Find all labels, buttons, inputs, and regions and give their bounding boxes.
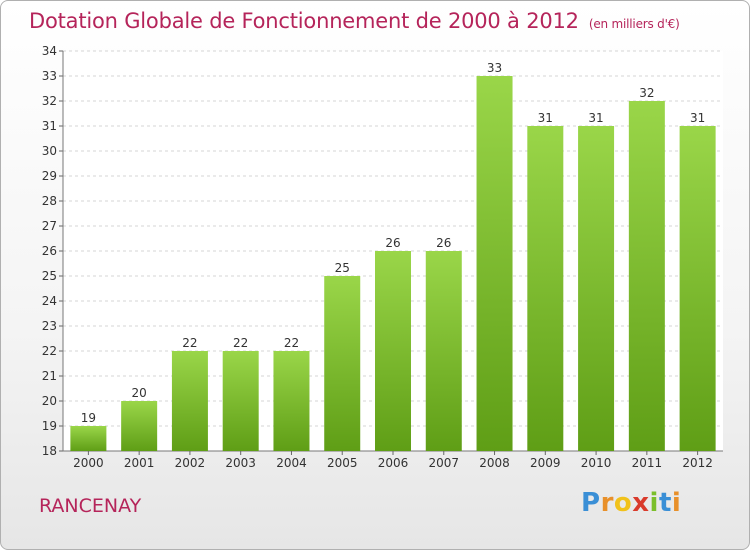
logo-letter: x [632,488,650,518]
bar-value-label: 20 [132,386,147,400]
bar [70,426,107,451]
bar-value-label: 22 [233,336,248,350]
x-tick-label: 2004 [276,456,307,470]
proxiti-logo: Proxiti [581,488,681,518]
x-tick-label: 2009 [530,456,561,470]
logo-letter: i [671,488,682,518]
bar [578,126,615,451]
y-tick-label: 26 [42,244,57,258]
x-tick-label: 2008 [479,456,510,470]
y-tick-label: 31 [42,119,57,133]
bar-value-label: 32 [639,86,654,100]
y-tick-label: 19 [42,419,57,433]
y-tick-label: 28 [42,194,57,208]
x-tick-label: 2010 [581,456,612,470]
logo-letter: P [581,488,601,518]
chart-title-text: Dotation Globale de Fonctionnement de 20… [29,9,579,33]
x-tick-label: 2012 [682,456,713,470]
x-tick-label: 2001 [124,456,155,470]
bar [121,401,158,451]
bar-value-label: 31 [538,111,553,125]
y-tick-label: 25 [42,269,57,283]
commune-name: RANCENAY [39,495,142,517]
y-tick-label: 34 [42,44,57,58]
bar-value-label: 33 [487,61,502,75]
x-tick-label: 2007 [428,456,459,470]
bar [679,126,716,451]
chart-title: Dotation Globale de Fonctionnement de 20… [29,9,680,33]
chart-subtitle: (en milliers d'€) [588,17,680,31]
x-tick-label: 2005 [327,456,358,470]
y-tick-label: 21 [42,369,57,383]
y-tick-label: 20 [42,394,57,408]
x-tick-label: 2000 [73,456,104,470]
y-tick-label: 27 [42,219,57,233]
bar [375,251,411,451]
logo-letter: o [613,488,633,518]
y-tick-label: 32 [42,94,57,108]
bar [222,351,259,451]
y-tick-label: 18 [42,444,57,458]
logo-letter: t [658,488,672,518]
bar-value-label: 19 [81,411,96,425]
x-tick-label: 2002 [175,456,206,470]
bar [425,251,462,451]
y-tick-label: 24 [42,294,57,308]
bar-value-label: 26 [385,236,400,250]
bar [324,276,361,451]
bar [273,351,310,451]
y-tick-label: 29 [42,169,57,183]
bar [171,351,208,451]
y-tick-label: 22 [42,344,57,358]
logo-letter: i [649,488,659,518]
bar [628,101,665,451]
bar-value-label: 22 [284,336,299,350]
bar-value-label: 31 [690,111,705,125]
bar-value-label: 22 [182,336,197,350]
bar-value-label: 26 [436,236,451,250]
x-tick-label: 2003 [225,456,256,470]
x-tick-label: 2006 [378,456,409,470]
y-tick-label: 30 [42,144,57,158]
y-tick-label: 23 [42,319,57,333]
logo-letter: r [600,488,614,518]
bar [476,76,513,451]
y-tick-label: 33 [42,69,57,83]
bar-value-label: 31 [588,111,603,125]
bar-value-label: 25 [335,261,350,275]
x-tick-label: 2011 [632,456,663,470]
bar [527,126,564,451]
